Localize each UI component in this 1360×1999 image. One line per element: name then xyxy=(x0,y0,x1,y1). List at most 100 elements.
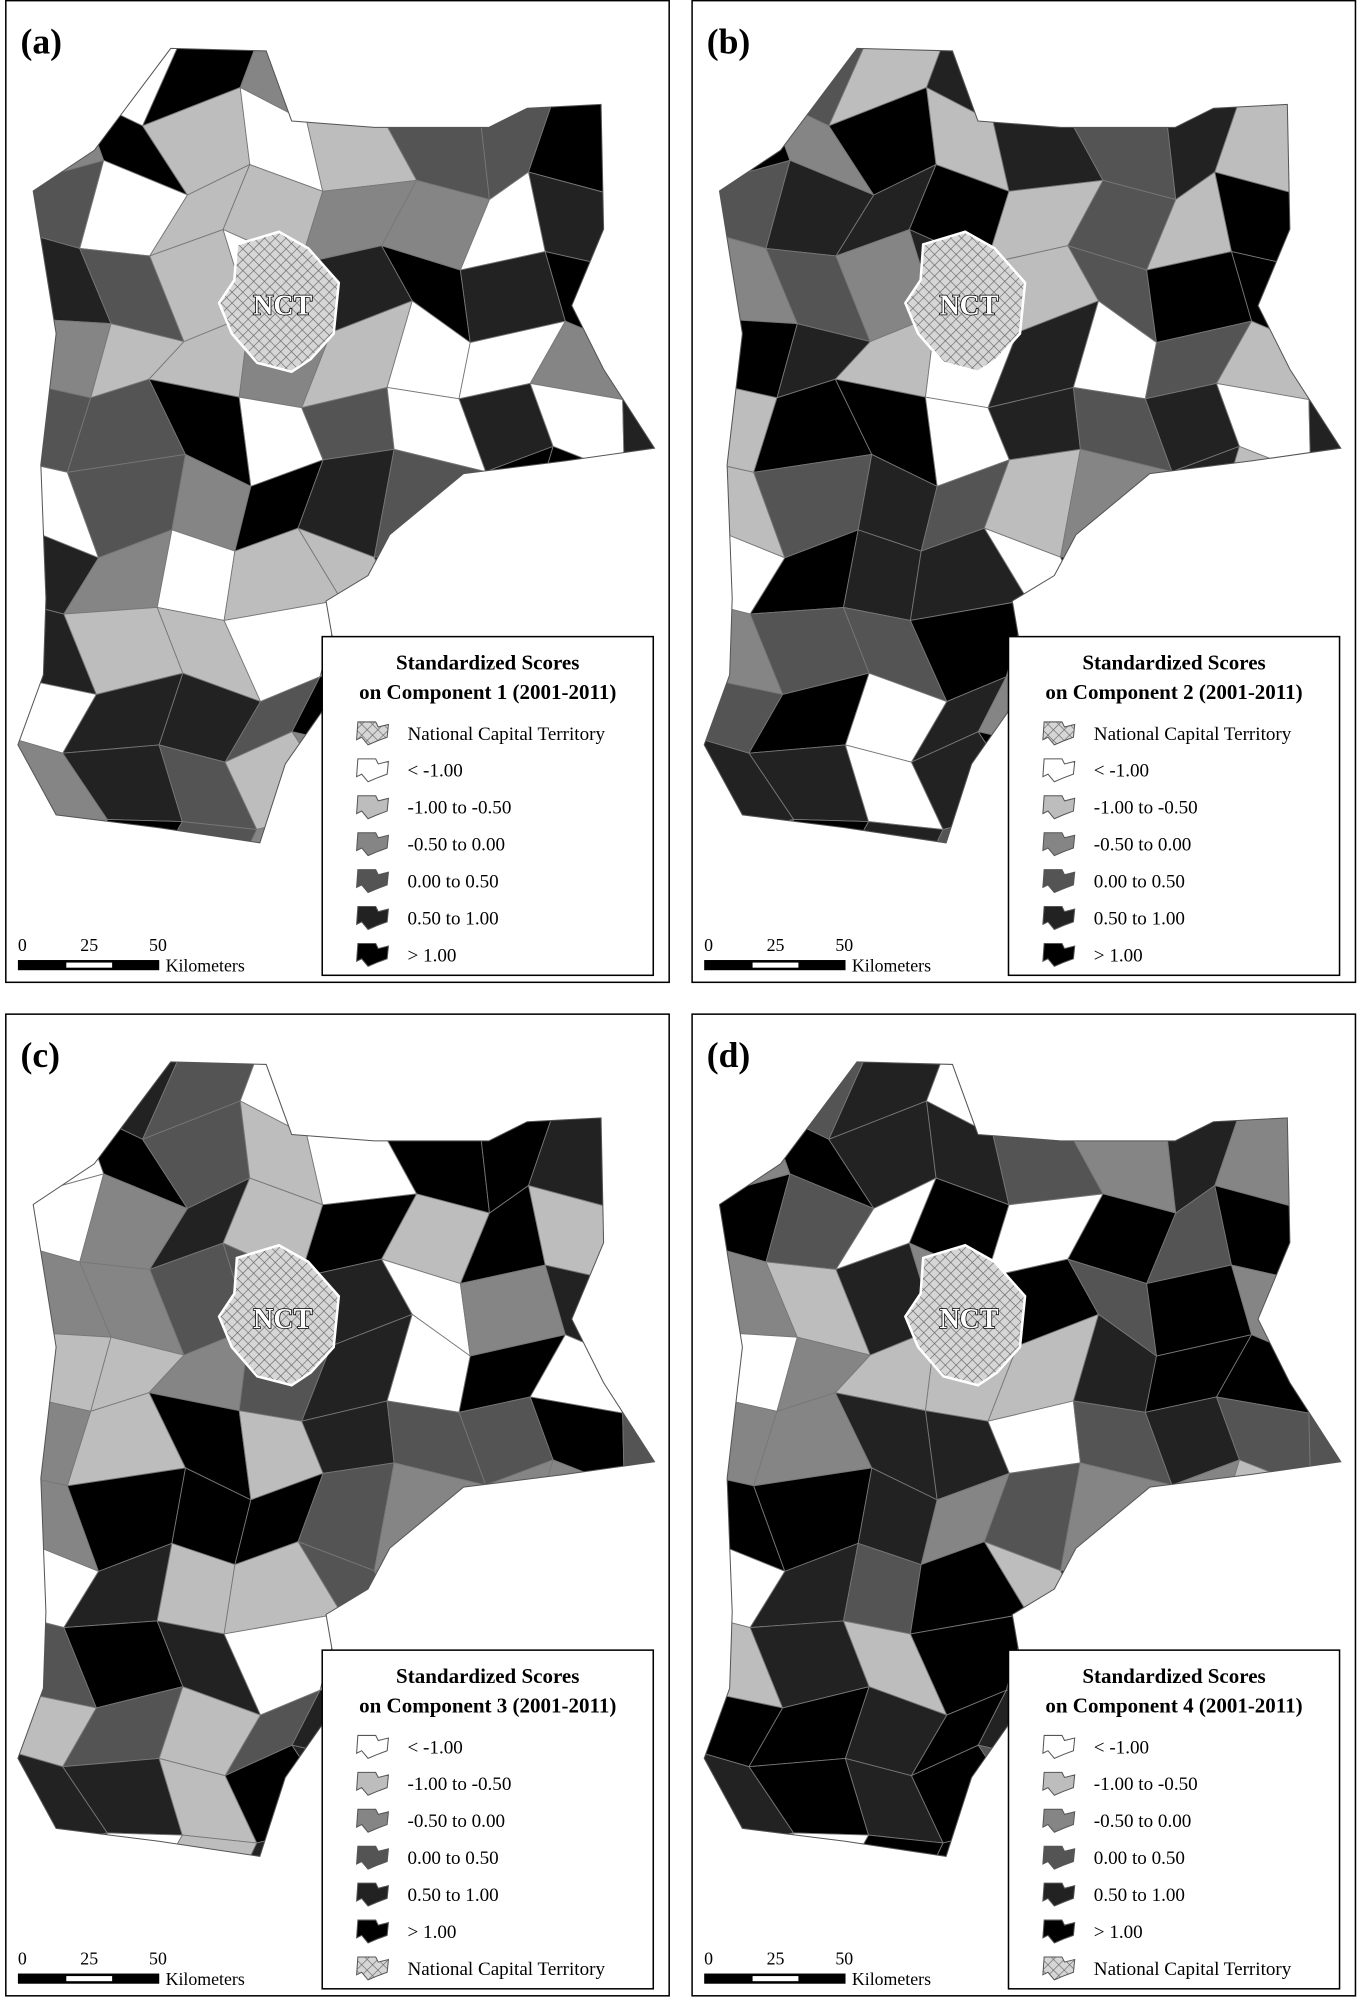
scale-bar-gap xyxy=(66,1976,113,1982)
scale-tick: 0 xyxy=(18,1949,27,1969)
legend-title: Standardized Scores xyxy=(1082,1664,1265,1688)
legend-swatch xyxy=(1042,1845,1076,1870)
legend-swatch xyxy=(1042,758,1076,783)
legend-swatch xyxy=(1042,906,1076,931)
legend-swatch xyxy=(356,869,390,894)
legend-item: 0.50 to 1.00 xyxy=(408,1885,499,1906)
legend-item: > 1.00 xyxy=(408,945,457,966)
map-panel: NCT (c) Standardized Scores on Component 3 … xyxy=(5,1013,670,1997)
legend: Standardized Scores on Component 1 (2001-… xyxy=(321,635,655,977)
region-outline xyxy=(703,47,1342,844)
legend-swatch xyxy=(356,1808,390,1833)
legend-item: -0.50 to 0.00 xyxy=(1094,1811,1192,1832)
scale-bar-gap xyxy=(752,1976,799,1982)
scale-tick: 0 xyxy=(704,935,713,955)
scale-tick: 25 xyxy=(767,1949,785,1969)
scale-tick: 25 xyxy=(80,1949,98,1969)
legend-item: 0.00 to 0.50 xyxy=(408,1848,499,1869)
legend: Standardized Scores on Component 2 (2001-… xyxy=(1007,635,1341,977)
legend-swatch xyxy=(356,758,390,783)
legend-swatch xyxy=(1042,832,1076,857)
legend-title: Standardized Scores xyxy=(396,1664,579,1688)
legend-item: 0.00 to 0.50 xyxy=(408,871,499,892)
legend-swatch xyxy=(1042,942,1076,968)
legend-item: -1.00 to -0.50 xyxy=(408,798,512,819)
legend-item: < -1.00 xyxy=(1094,761,1149,782)
legend-title: Standardized Scores xyxy=(1082,651,1265,675)
legend-title: on Component 3 (2001-2011) xyxy=(359,1694,616,1718)
legend-item: National Capital Territory xyxy=(408,1959,606,1980)
legend-item: 0.00 to 0.50 xyxy=(1094,871,1185,892)
legend-item: -0.50 to 0.00 xyxy=(1094,835,1192,856)
legend-item: < -1.00 xyxy=(408,761,463,782)
legend-title: Standardized Scores xyxy=(396,651,579,675)
legend-swatch xyxy=(1042,1808,1076,1833)
legend-item: -0.50 to 0.00 xyxy=(408,835,506,856)
legend-swatch xyxy=(356,1771,390,1796)
scale-tick: 50 xyxy=(835,935,853,955)
legend-item: -1.00 to -0.50 xyxy=(1094,798,1198,819)
legend-item: 0.50 to 1.00 xyxy=(408,908,499,929)
scale-unit: Kilometers xyxy=(166,1969,245,1989)
legend-item: > 1.00 xyxy=(408,1922,457,1943)
legend-swatch xyxy=(1042,795,1076,820)
legend-swatch xyxy=(356,795,390,820)
legend-item: 0.00 to 0.50 xyxy=(1094,1848,1185,1869)
scale-tick: 50 xyxy=(149,935,167,955)
legend-title: on Component 4 (2001-2011) xyxy=(1045,1694,1302,1718)
region-outline xyxy=(17,47,656,844)
legend-swatch xyxy=(356,906,390,931)
scale-tick: 25 xyxy=(80,935,98,955)
nct-territory xyxy=(217,230,341,374)
map-panel: NCT (d) Standardized Scores on Component 4 … xyxy=(691,1013,1357,1997)
scale-tick: 0 xyxy=(18,935,27,955)
scale-unit: Kilometers xyxy=(852,955,931,975)
legend-item: > 1.00 xyxy=(1094,1922,1143,1943)
scale-tick: 25 xyxy=(767,935,785,955)
legend-swatch xyxy=(1042,869,1076,894)
scale-tick: 0 xyxy=(704,1949,713,1969)
panel-label: (a) xyxy=(20,21,62,61)
legend-swatch xyxy=(1042,721,1076,746)
legend-swatch xyxy=(1042,1882,1076,1907)
map-panel: NCT (b) Standardized Scores on Component 2 … xyxy=(691,0,1357,984)
legend-swatch xyxy=(356,1956,390,1981)
legend-swatch xyxy=(1042,1919,1076,1944)
legend: Standardized Scores on Component 4 (2001-… xyxy=(1007,1649,1341,1990)
legend-title: on Component 2 (2001-2011) xyxy=(1045,680,1302,704)
region-outline xyxy=(703,1061,1342,1857)
legend-item: < -1.00 xyxy=(1094,1737,1149,1758)
panel-label: (c) xyxy=(20,1035,60,1075)
legend-item: -0.50 to 0.00 xyxy=(408,1811,506,1832)
legend-swatch xyxy=(356,1919,390,1944)
legend-item: -1.00 to -0.50 xyxy=(1094,1774,1198,1795)
scale-tick: 50 xyxy=(149,1949,167,1969)
nct-label: NCT xyxy=(253,290,312,321)
legend-title: on Component 1 (2001-2011) xyxy=(359,680,616,704)
legend: Standardized Scores on Component 3 (2001-… xyxy=(321,1649,655,1990)
panel-label: (b) xyxy=(707,21,751,61)
legend-item: National Capital Territory xyxy=(1094,1959,1292,1980)
scale-tick: 50 xyxy=(835,1949,853,1969)
legend-swatch xyxy=(356,1734,390,1759)
panel-label: (d) xyxy=(707,1035,751,1075)
legend-item: 0.50 to 1.00 xyxy=(1094,908,1185,929)
legend-item: National Capital Territory xyxy=(1094,724,1292,745)
nct-territory xyxy=(903,1243,1027,1387)
legend-item: National Capital Territory xyxy=(408,724,606,745)
nct-label: NCT xyxy=(939,1304,998,1335)
region-outline xyxy=(17,1061,656,1857)
legend-swatch xyxy=(1042,1956,1076,1981)
legend-item: > 1.00 xyxy=(1094,945,1143,966)
scale-unit: Kilometers xyxy=(852,1969,931,1989)
legend-swatch xyxy=(356,832,390,857)
legend-swatch xyxy=(356,721,390,746)
nct-label: NCT xyxy=(253,1304,312,1335)
nct-label: NCT xyxy=(939,290,998,321)
legend-item: < -1.00 xyxy=(408,1737,463,1758)
legend-swatch xyxy=(356,1882,390,1907)
nct-territory xyxy=(217,1243,341,1387)
legend-swatch xyxy=(356,942,390,968)
